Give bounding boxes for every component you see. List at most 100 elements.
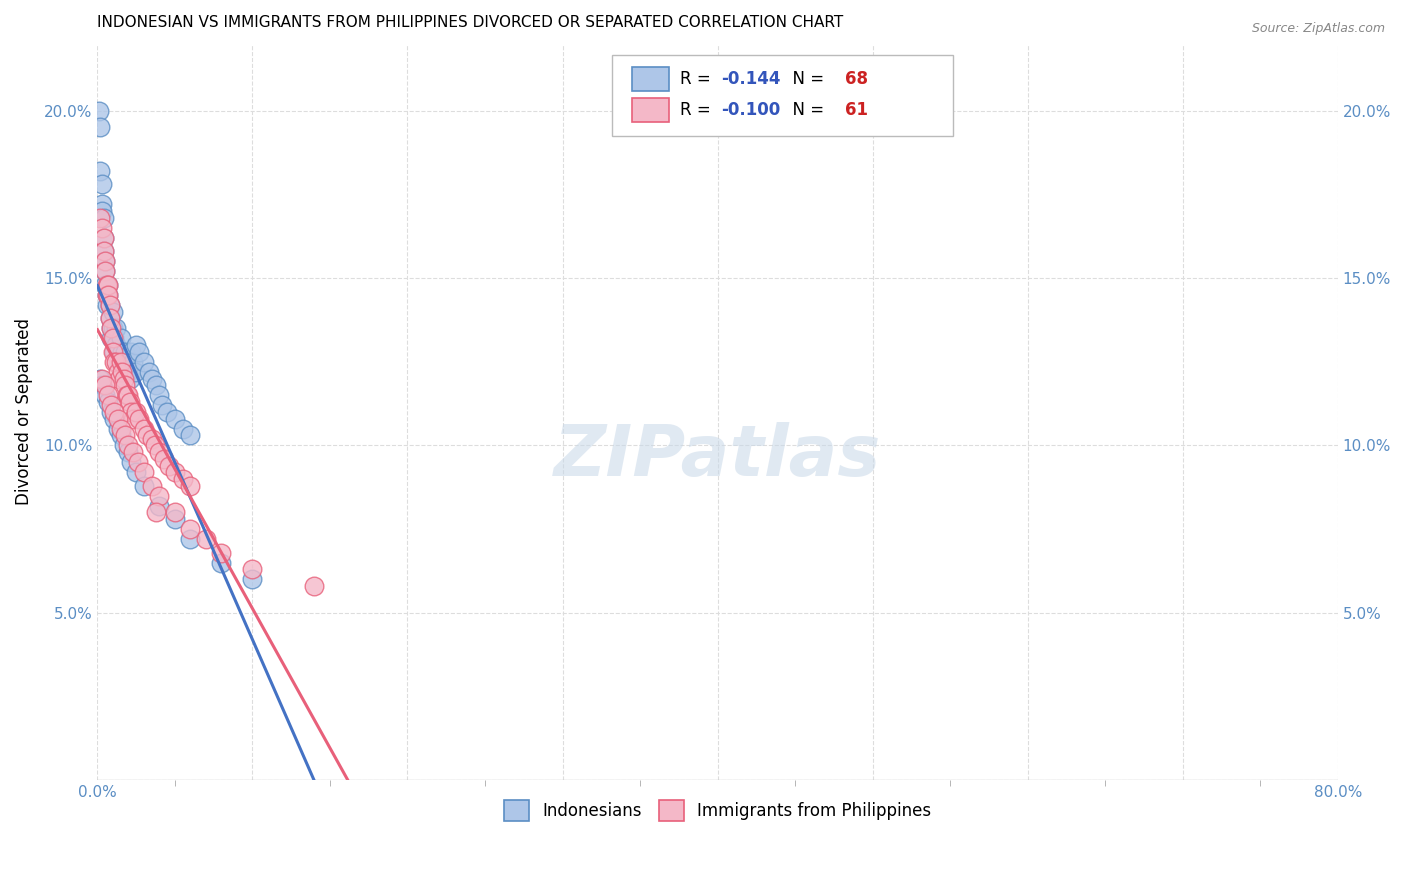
Point bbox=[117, 438, 139, 452]
Point bbox=[98, 298, 121, 312]
Text: 68: 68 bbox=[845, 70, 869, 88]
Legend: Indonesians, Immigrants from Philippines: Indonesians, Immigrants from Philippines bbox=[498, 794, 938, 827]
Point bbox=[101, 304, 124, 318]
Text: N =: N = bbox=[782, 70, 830, 88]
Point bbox=[107, 365, 129, 379]
Point bbox=[153, 451, 176, 466]
Point bbox=[172, 422, 194, 436]
Text: R =: R = bbox=[681, 70, 716, 88]
Point bbox=[148, 489, 170, 503]
Point bbox=[163, 411, 186, 425]
Point bbox=[128, 411, 150, 425]
Point bbox=[104, 338, 127, 352]
Point bbox=[125, 405, 148, 419]
Point bbox=[132, 422, 155, 436]
Point bbox=[97, 277, 120, 292]
Point bbox=[122, 411, 145, 425]
Point bbox=[120, 405, 142, 419]
Point bbox=[104, 355, 127, 369]
Point bbox=[136, 428, 159, 442]
Point bbox=[114, 344, 136, 359]
Point bbox=[112, 438, 135, 452]
Point bbox=[141, 432, 163, 446]
Point bbox=[172, 472, 194, 486]
Point bbox=[108, 371, 131, 385]
Point bbox=[148, 499, 170, 513]
Point bbox=[152, 398, 174, 412]
Point bbox=[118, 395, 141, 409]
Point bbox=[94, 264, 117, 278]
Point bbox=[163, 505, 186, 519]
Point bbox=[107, 344, 129, 359]
Point bbox=[98, 311, 121, 326]
Point bbox=[148, 445, 170, 459]
Point bbox=[242, 573, 264, 587]
Point bbox=[89, 371, 111, 385]
Point bbox=[108, 355, 131, 369]
Point bbox=[132, 465, 155, 479]
Point bbox=[141, 478, 163, 492]
Point bbox=[96, 298, 118, 312]
Point bbox=[94, 264, 117, 278]
Point bbox=[91, 197, 114, 211]
Text: -0.100: -0.100 bbox=[721, 101, 780, 119]
Point bbox=[107, 422, 129, 436]
Text: -0.144: -0.144 bbox=[721, 70, 780, 88]
Point bbox=[145, 505, 167, 519]
Point bbox=[100, 331, 122, 345]
Point bbox=[122, 355, 145, 369]
Point bbox=[104, 321, 127, 335]
Point bbox=[115, 388, 138, 402]
Point bbox=[118, 371, 141, 385]
Text: ZIPatlas: ZIPatlas bbox=[554, 422, 882, 491]
Text: N =: N = bbox=[782, 101, 830, 119]
Point bbox=[98, 298, 121, 312]
Point bbox=[96, 287, 118, 301]
Point bbox=[163, 512, 186, 526]
Point bbox=[111, 365, 134, 379]
Point bbox=[94, 388, 117, 402]
Point bbox=[114, 378, 136, 392]
Point bbox=[100, 405, 122, 419]
Point bbox=[91, 220, 114, 235]
Point bbox=[93, 231, 115, 245]
Point bbox=[101, 321, 124, 335]
Point bbox=[91, 204, 114, 219]
Point bbox=[87, 103, 110, 118]
Point bbox=[156, 405, 179, 419]
Point bbox=[97, 277, 120, 292]
Point bbox=[103, 405, 125, 419]
Point bbox=[110, 331, 132, 345]
Point bbox=[97, 395, 120, 409]
Point bbox=[97, 388, 120, 402]
Text: 61: 61 bbox=[845, 101, 869, 119]
Point bbox=[194, 533, 217, 547]
Point bbox=[110, 355, 132, 369]
Point bbox=[110, 422, 132, 436]
Point bbox=[145, 378, 167, 392]
Point bbox=[100, 398, 122, 412]
Point bbox=[117, 445, 139, 459]
Point bbox=[89, 164, 111, 178]
Point bbox=[127, 455, 149, 469]
Point bbox=[209, 546, 232, 560]
Point bbox=[112, 355, 135, 369]
Point bbox=[111, 344, 134, 359]
Point bbox=[143, 438, 166, 452]
Point bbox=[132, 478, 155, 492]
Point bbox=[128, 344, 150, 359]
Point bbox=[141, 371, 163, 385]
Point bbox=[242, 562, 264, 576]
Point bbox=[97, 287, 120, 301]
Point bbox=[103, 331, 125, 345]
Point bbox=[93, 231, 115, 245]
FancyBboxPatch shape bbox=[612, 54, 953, 136]
Point bbox=[96, 277, 118, 292]
Point bbox=[100, 321, 122, 335]
Point bbox=[110, 428, 132, 442]
Point bbox=[98, 311, 121, 326]
FancyBboxPatch shape bbox=[631, 67, 669, 91]
Point bbox=[101, 344, 124, 359]
Point bbox=[163, 465, 186, 479]
Point bbox=[132, 355, 155, 369]
